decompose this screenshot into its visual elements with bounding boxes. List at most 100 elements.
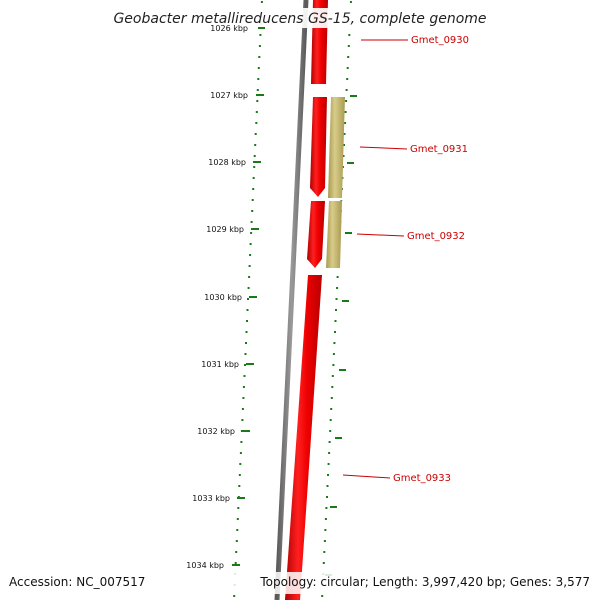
- track-dot: [330, 408, 333, 410]
- track-dot: [327, 463, 330, 465]
- track-dot: [239, 463, 242, 465]
- map-title: Geobacter metallireducens GS-15, complet…: [113, 11, 486, 27]
- track-dot: [250, 221, 253, 223]
- scale-tick-label: 1032 kbp: [197, 427, 235, 436]
- track-dot: [251, 199, 254, 201]
- track-dot: [324, 529, 327, 531]
- track-dot: [248, 276, 251, 278]
- track-dot: [335, 298, 338, 300]
- track-dot: [345, 89, 348, 91]
- track-dot: [258, 45, 261, 47]
- track-dot: [246, 320, 248, 322]
- track-dot: [235, 540, 238, 542]
- scale-tick-label-partial: 1026 kbp: [210, 24, 248, 33]
- track-dot: [235, 551, 238, 553]
- track-dot: [238, 485, 241, 487]
- track-dot: [332, 353, 335, 355]
- track-dot: [236, 518, 239, 520]
- track-dot: [332, 364, 335, 366]
- scale-tick-label: 1034 kbp: [186, 561, 224, 570]
- track-dot: [254, 144, 257, 146]
- track-dot: [244, 364, 246, 366]
- gene-label[interactable]: Gmet_0931: [410, 144, 468, 155]
- scale-tick-label: 1030 kbp: [204, 293, 242, 302]
- track-dot: [323, 540, 326, 542]
- track-dot: [323, 551, 326, 553]
- track-dot: [253, 155, 256, 157]
- gene-arrow[interactable]: [310, 97, 327, 197]
- track-dot: [260, 1, 263, 3]
- track-dot: [243, 375, 246, 377]
- track-dot: [244, 353, 247, 355]
- topology-text: Topology: circular; Length: 3,997,420 bp…: [259, 575, 590, 589]
- track-dot: [236, 529, 239, 531]
- track-dot: [344, 122, 347, 124]
- track-dot: [326, 485, 329, 487]
- track-dot: [241, 419, 244, 421]
- gene-callout-gmet-0931[interactable]: Gmet_0931: [359, 144, 468, 155]
- track-dot: [249, 243, 252, 245]
- scale-tick-label: 1029 kbp: [206, 225, 244, 234]
- scale-tick-label: 1033 kbp: [192, 494, 230, 503]
- track-dot: [249, 254, 252, 256]
- track-dot: [349, 1, 352, 3]
- gene-label[interactable]: Gmet_0932: [407, 231, 465, 242]
- feature-block[interactable]: [328, 97, 345, 198]
- track-dot: [324, 518, 327, 520]
- gene-callout-gmet-0932[interactable]: Gmet_0932: [356, 231, 465, 242]
- track-dot: [335, 309, 337, 311]
- gene-label[interactable]: Gmet_0930: [411, 35, 469, 46]
- track-dot: [252, 177, 255, 179]
- track-dot: [255, 111, 258, 113]
- track-dot: [233, 595, 236, 597]
- track-dot: [334, 331, 336, 333]
- track-dot: [250, 232, 253, 234]
- track-dot: [245, 342, 247, 344]
- track-dot: [240, 430, 243, 432]
- track-dot: [333, 342, 336, 344]
- track-dot: [241, 408, 244, 410]
- track-dot: [245, 331, 248, 333]
- track-dot: [234, 562, 237, 564]
- track-dot: [252, 188, 255, 190]
- track-dot: [347, 56, 350, 58]
- track-dot: [237, 507, 240, 509]
- track-dot: [251, 210, 254, 212]
- track-dot: [256, 89, 259, 91]
- track-dot: [334, 320, 337, 322]
- track-dot: [346, 78, 349, 80]
- feature-block[interactable]: [326, 201, 342, 268]
- track-dot: [343, 144, 345, 146]
- track-dot: [257, 78, 260, 80]
- track-dot: [255, 122, 258, 124]
- gene-arrow[interactable]: [285, 275, 322, 600]
- track-dot: [343, 133, 346, 135]
- track-dot: [336, 287, 339, 289]
- gene-label[interactable]: Gmet_0933: [393, 473, 451, 484]
- gene-callout-gmet-0933[interactable]: Gmet_0933: [342, 473, 451, 484]
- track-dot: [321, 595, 324, 597]
- track-dot: [331, 386, 334, 388]
- scale-tick-group: 1026 kbp 1027 kbp 1028 kbp 1029 kbp 1030…: [186, 24, 265, 570]
- scale-tick-label: 1028 kbp: [208, 158, 246, 167]
- track-dot: [346, 67, 349, 69]
- track-dot: [238, 474, 241, 476]
- track-dot: [239, 452, 242, 454]
- track-dot: [322, 562, 325, 564]
- track-dot: [329, 419, 332, 421]
- track-dot: [248, 265, 251, 267]
- track-dot: [257, 67, 260, 69]
- track-dot: [240, 441, 243, 443]
- track-dot: [330, 397, 333, 399]
- track-dot: [342, 155, 345, 157]
- track-dot: [328, 441, 331, 443]
- track-dot: [327, 474, 329, 476]
- gene-arrow[interactable]: [307, 201, 325, 268]
- gene-callout-gmet-0930[interactable]: Gmet_0930: [361, 35, 469, 46]
- track-dot: [246, 309, 249, 311]
- track-dot: [348, 34, 351, 36]
- track-dot: [254, 133, 257, 135]
- track-dot: [259, 34, 262, 36]
- track-dot: [242, 397, 245, 399]
